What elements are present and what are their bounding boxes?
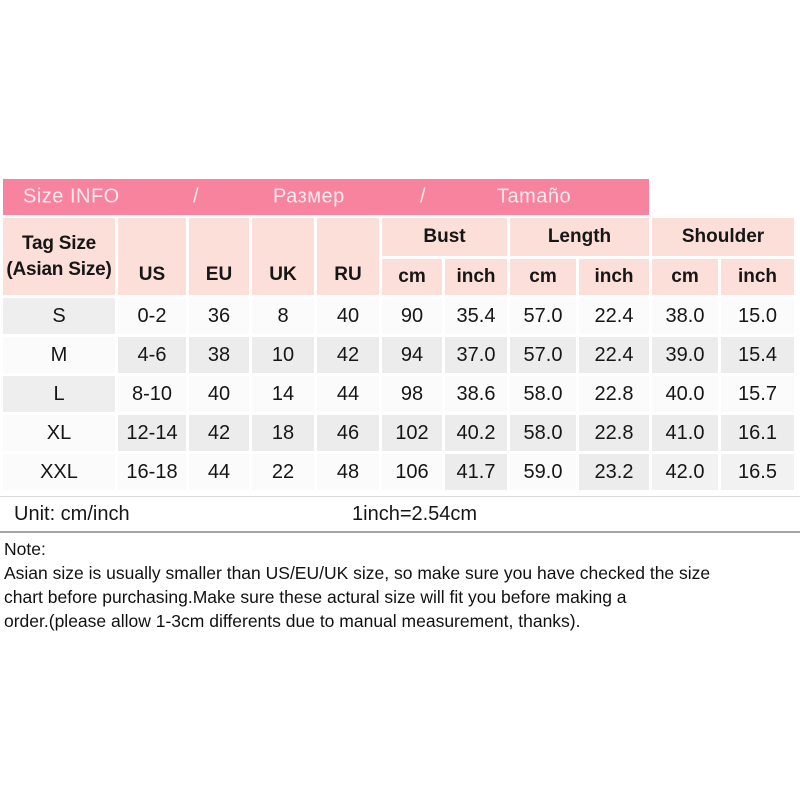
header-row-1: Tag Size (Asian Size) US EU UK RU Bust L… <box>3 218 794 295</box>
cell-s-bust-inch: 35.4 <box>445 298 507 334</box>
note-line-2: chart before purchasing.Make sure these … <box>4 587 627 607</box>
cell-xxl-us: 16-18 <box>118 454 186 490</box>
note-block: Note: Asian size is usually smaller than… <box>4 537 798 633</box>
cell-s-bust-cm: 90 <box>382 298 442 334</box>
header-bust-cm: cm <box>382 259 442 295</box>
header-ru: RU <box>317 218 379 295</box>
cell-m-eu: 38 <box>189 337 249 373</box>
header-uk: UK <box>252 218 314 295</box>
table-row-s: S 0-2 36 8 40 90 35.4 57.0 22.4 38.0 15.… <box>3 298 794 334</box>
cell-xxl-uk: 22 <box>252 454 314 490</box>
cell-l-uk: 14 <box>252 376 314 412</box>
cell-l-length-inch: 22.8 <box>579 376 649 412</box>
cell-m-length-cm: 57.0 <box>510 337 576 373</box>
table-row-xxl: XXL 16-18 44 22 48 106 41.7 59.0 23.2 42… <box>3 454 794 490</box>
cell-s-shoulder-inch: 15.0 <box>721 298 794 334</box>
cell-s-us: 0-2 <box>118 298 186 334</box>
cell-s-eu: 36 <box>189 298 249 334</box>
cell-xl-length-cm: 58.0 <box>510 415 576 451</box>
title-row: Size INFO / Размер / Tamaño <box>3 179 794 215</box>
cell-s-uk: 8 <box>252 298 314 334</box>
cell-m-length-inch: 22.4 <box>579 337 649 373</box>
row-tag: S <box>3 298 115 334</box>
cell-l-shoulder-inch: 15.7 <box>721 376 794 412</box>
cell-xxl-eu: 44 <box>189 454 249 490</box>
tag-size-header-line1: Tag Size <box>21 232 97 254</box>
inch-conversion-label: 1inch=2.54cm <box>352 503 478 525</box>
table-row-l: L 8-10 40 14 44 98 38.6 58.0 22.8 40.0 1… <box>3 376 794 412</box>
cell-l-bust-cm: 98 <box>382 376 442 412</box>
note-label: Note: <box>4 539 46 559</box>
header-shoulder-cm: cm <box>652 259 718 295</box>
title-separator-1: / <box>193 185 200 208</box>
cell-s-length-cm: 57.0 <box>510 298 576 334</box>
cell-l-eu: 40 <box>189 376 249 412</box>
cell-l-shoulder-cm: 40.0 <box>652 376 718 412</box>
cell-xxl-ru: 48 <box>317 454 379 490</box>
cell-m-bust-cm: 94 <box>382 337 442 373</box>
header-row-2: cm inch cm inch cm inch <box>3 259 794 295</box>
cell-xl-bust-cm: 102 <box>382 415 442 451</box>
note-line-3: order.(please allow 1-3cm differents due… <box>4 611 581 631</box>
row-tag: XXL <box>3 454 115 490</box>
header-bust: Bust <box>382 218 507 256</box>
table-row-m: M 4-6 38 10 42 94 37.0 57.0 22.4 39.0 15… <box>3 337 794 373</box>
cell-xl-shoulder-cm: 41.0 <box>652 415 718 451</box>
cell-xxl-length-inch: 23.2 <box>579 454 649 490</box>
header-length-cm: cm <box>510 259 576 295</box>
cell-xxl-length-cm: 59.0 <box>510 454 576 490</box>
tag-size-header: Tag Size (Asian Size) <box>3 218 115 295</box>
cell-xl-bust-inch: 40.2 <box>445 415 507 451</box>
header-shoulder: Shoulder <box>652 218 794 256</box>
cell-m-shoulder-cm: 39.0 <box>652 337 718 373</box>
cell-l-length-cm: 58.0 <box>510 376 576 412</box>
cell-l-bust-inch: 38.6 <box>445 376 507 412</box>
title-size-info: Size INFO <box>23 185 120 208</box>
header-bust-inch: inch <box>445 259 507 295</box>
cell-l-ru: 44 <box>317 376 379 412</box>
title-razmer: Размер <box>273 185 345 208</box>
table-row-xl: XL 12-14 42 18 46 102 40.2 58.0 22.8 41.… <box>3 415 794 451</box>
row-tag: M <box>3 337 115 373</box>
cell-s-length-inch: 22.4 <box>579 298 649 334</box>
size-table: Size INFO / Размер / Tamaño Tag Size (As… <box>0 176 797 493</box>
cell-m-shoulder-inch: 15.4 <box>721 337 794 373</box>
cell-xl-eu: 42 <box>189 415 249 451</box>
header-shoulder-inch: inch <box>721 259 794 295</box>
header-length: Length <box>510 218 649 256</box>
title-separator-2: / <box>420 185 427 208</box>
header-eu: EU <box>189 218 249 295</box>
cell-xxl-bust-inch: 41.7 <box>445 454 507 490</box>
unit-label: Unit: cm/inch <box>14 503 130 525</box>
cell-xl-us: 12-14 <box>118 415 186 451</box>
note-line-1: Asian size is usually smaller than US/EU… <box>4 563 711 583</box>
cell-m-ru: 42 <box>317 337 379 373</box>
cell-m-uk: 10 <box>252 337 314 373</box>
cell-m-bust-inch: 37.0 <box>445 337 507 373</box>
cell-xxl-shoulder-inch: 16.5 <box>721 454 794 490</box>
cell-s-ru: 40 <box>317 298 379 334</box>
tag-size-header-line2: (Asian Size) <box>6 258 112 280</box>
cell-xxl-shoulder-cm: 42.0 <box>652 454 718 490</box>
cell-s-shoulder-cm: 38.0 <box>652 298 718 334</box>
row-tag: L <box>3 376 115 412</box>
cell-xxl-bust-cm: 106 <box>382 454 442 490</box>
cell-xl-uk: 18 <box>252 415 314 451</box>
cell-xl-length-inch: 22.8 <box>579 415 649 451</box>
row-tag: XL <box>3 415 115 451</box>
unit-row: Unit: cm/inch 1inch=2.54cm <box>0 496 800 533</box>
cell-xl-shoulder-inch: 16.1 <box>721 415 794 451</box>
header-length-inch: inch <box>579 259 649 295</box>
cell-m-us: 4-6 <box>118 337 186 373</box>
title-tamano: Tamaño <box>497 185 572 208</box>
cell-l-us: 8-10 <box>118 376 186 412</box>
title-bar: Size INFO / Размер / Tamaño <box>3 179 649 215</box>
header-us: US <box>118 218 186 295</box>
title-blank-area <box>652 179 794 215</box>
cell-xl-ru: 46 <box>317 415 379 451</box>
